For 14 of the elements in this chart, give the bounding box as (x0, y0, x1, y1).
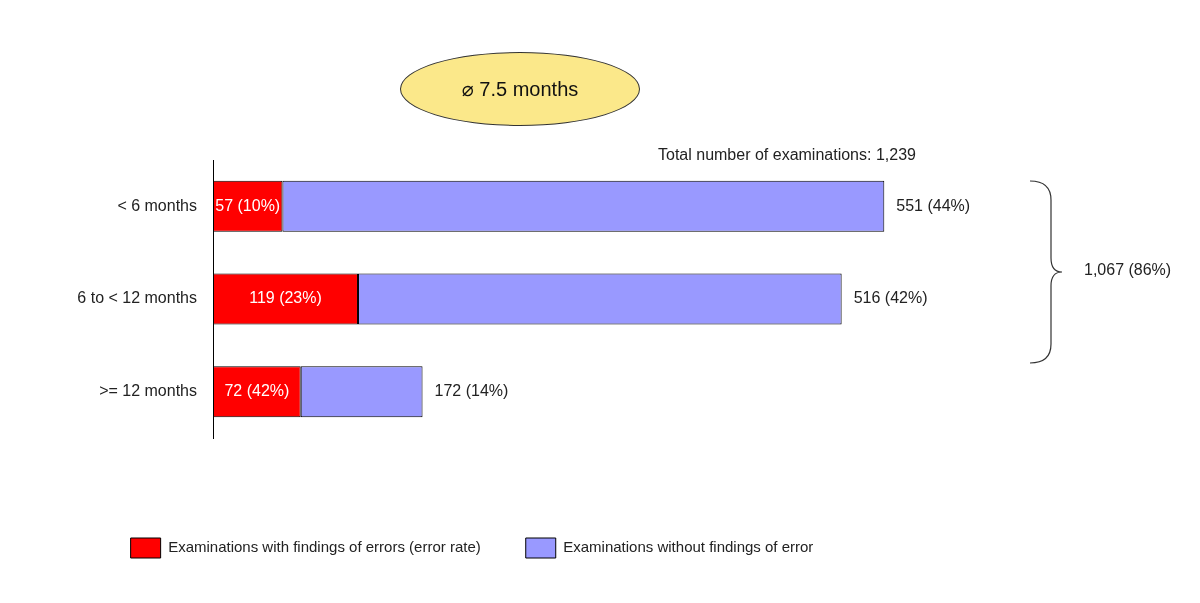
oval-badge: ⌀ 7.5 months (400, 52, 640, 126)
legend-label: Examinations with findings of errors (error rate) (168, 538, 481, 556)
total-label: 551 (44%) (896, 196, 971, 214)
y-tick-label: >= 12 months (99, 382, 197, 400)
text: 1,067 (86%) (1084, 261, 1172, 279)
data-label: 72 (42%) (224, 382, 290, 400)
y-tick-label: < 6 months (117, 196, 197, 214)
data-label: 57 (10%) (215, 196, 281, 214)
total-label: 516 (42%) (853, 289, 928, 307)
total-label: 172 (14%) (434, 382, 509, 400)
data-label: 119 (23%) (249, 289, 322, 307)
annotation: Total number of examinations: 1,239 (658, 146, 916, 164)
y-tick-label: 6 to < 12 months (77, 289, 197, 307)
legend-label: Examinations without findings of error (563, 538, 814, 556)
